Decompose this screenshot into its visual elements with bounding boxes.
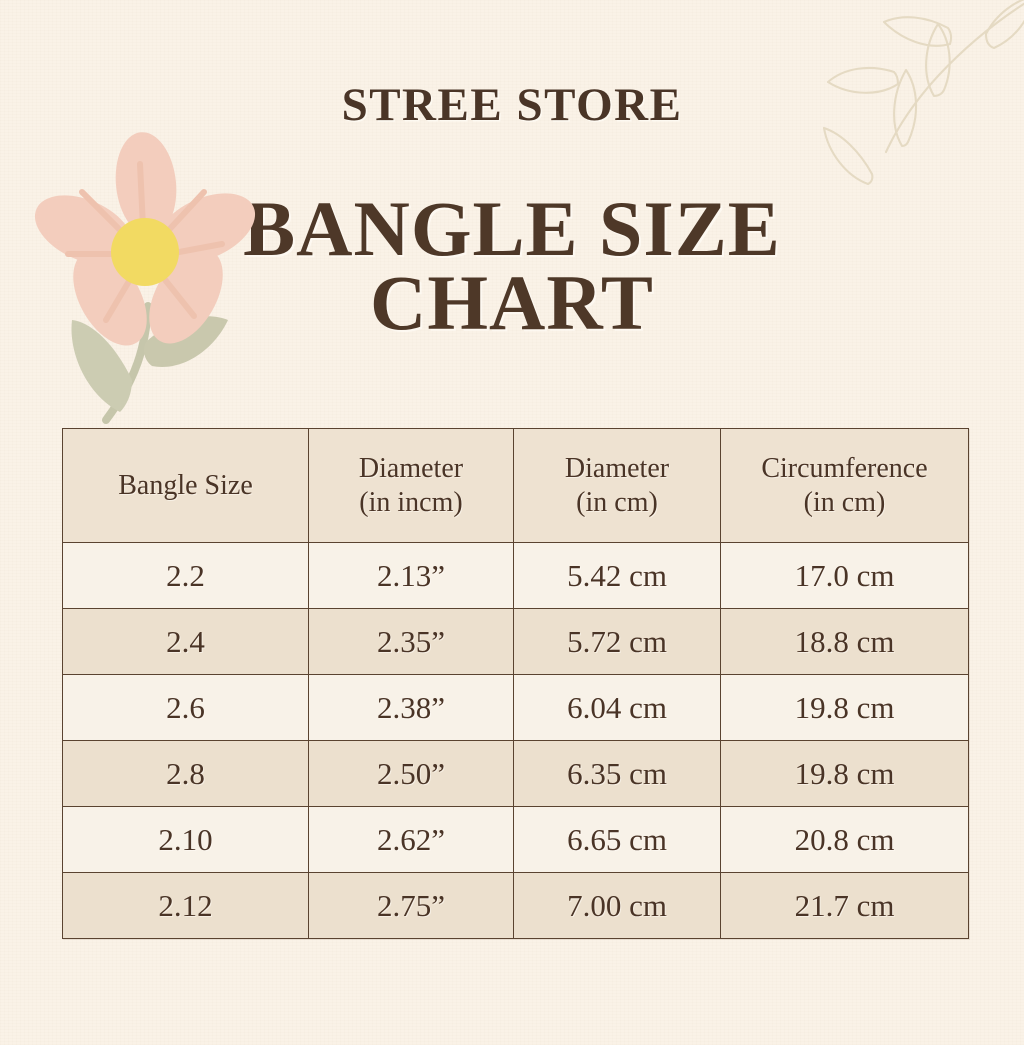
cell-bangle-size: 2.2	[62, 542, 309, 609]
cell-diameter-cm: 6.65 cm	[513, 806, 721, 873]
cell-diameter-cm: 6.04 cm	[513, 674, 721, 741]
page-title: BANGLE SIZE CHART	[0, 185, 1024, 347]
table-row: 2.8 2.50” 6.35 cm 19.8 cm	[62, 740, 969, 807]
flower-icon	[34, 132, 256, 424]
cell-circumference-cm: 21.7 cm	[720, 872, 969, 939]
page-title-line-2: CHART	[370, 259, 654, 347]
page-title-line-1: BANGLE SIZE	[243, 185, 781, 272]
column-header-diameter-in: Diameter (in incm)	[308, 428, 514, 543]
bangle-size-chart: Bangle Size Diameter (in incm) Diameter …	[62, 428, 969, 939]
table-row: 2.2 2.13” 5.42 cm 17.0 cm	[62, 542, 969, 609]
cell-diameter-cm: 6.35 cm	[513, 740, 721, 807]
cell-diameter-cm: 5.42 cm	[513, 542, 721, 609]
brand-title: STREE STORE	[341, 79, 683, 131]
column-header-line-2: (in cm)	[803, 486, 886, 518]
cell-diameter-cm: 7.00 cm	[513, 872, 721, 939]
cell-diameter-cm: 5.72 cm	[513, 608, 721, 675]
cell-circumference-cm: 18.8 cm	[720, 608, 969, 675]
column-header-bangle-size: Bangle Size	[62, 428, 309, 543]
table-row: 2.6 2.38” 6.04 cm 19.8 cm	[62, 674, 969, 741]
cell-circumference-cm: 17.0 cm	[720, 542, 969, 609]
table-header-row: Bangle Size Diameter (in incm) Diameter …	[62, 428, 969, 543]
cell-diameter-in: 2.35”	[308, 608, 514, 675]
size-table: Bangle Size Diameter (in incm) Diameter …	[62, 428, 969, 939]
cell-circumference-cm: 19.8 cm	[720, 674, 969, 741]
column-header-diameter-cm: Diameter (in cm)	[513, 428, 721, 543]
cell-circumference-cm: 20.8 cm	[720, 806, 969, 873]
column-header-line-1: Diameter	[564, 453, 670, 485]
cell-diameter-in: 2.13”	[308, 542, 514, 609]
table-row: 2.12 2.75” 7.00 cm 21.7 cm	[62, 872, 969, 939]
column-header-line-2: (in incm)	[359, 486, 463, 518]
table-body: 2.2 2.13” 5.42 cm 17.0 cm 2.4 2.35” 5.72…	[62, 542, 969, 939]
cell-bangle-size: 2.6	[62, 674, 309, 741]
cell-circumference-cm: 19.8 cm	[720, 740, 969, 807]
column-header-line-1: Bangle Size	[118, 469, 253, 501]
cell-diameter-in: 2.75”	[308, 872, 514, 939]
leaf-branch-icon	[822, 0, 1024, 186]
cell-diameter-in: 2.38”	[308, 674, 514, 741]
cell-diameter-in: 2.62”	[308, 806, 514, 873]
table-row: 2.4 2.35” 5.72 cm 18.8 cm	[62, 608, 969, 675]
table-header: Bangle Size Diameter (in incm) Diameter …	[62, 428, 969, 543]
cell-bangle-size: 2.4	[62, 608, 309, 675]
column-header-circumference-cm: Circumference (in cm)	[720, 428, 969, 543]
column-header-line-1: Circumference	[761, 453, 928, 485]
cell-bangle-size: 2.10	[62, 806, 309, 873]
column-header-line-2: (in cm)	[576, 486, 658, 518]
table-row: 2.10 2.62” 6.65 cm 20.8 cm	[62, 806, 969, 873]
cell-bangle-size: 2.12	[62, 872, 309, 939]
column-header-line-1: Diameter	[358, 453, 464, 485]
cell-diameter-in: 2.50”	[308, 740, 514, 807]
cell-bangle-size: 2.8	[62, 740, 309, 807]
